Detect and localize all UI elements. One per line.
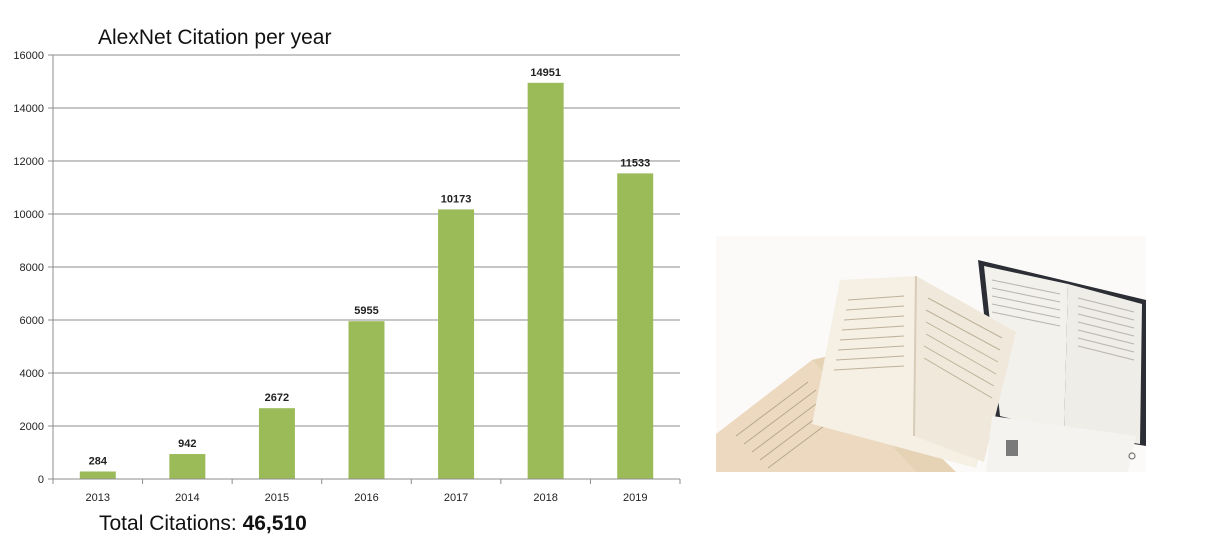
data-label: 284 (89, 455, 108, 467)
bar (79, 471, 116, 479)
x-tick-label: 2015 (265, 492, 289, 504)
bar (527, 82, 564, 480)
x-tick-label: 2019 (623, 492, 647, 504)
total-citations-value: 46,510 (242, 512, 307, 535)
data-label: 14951 (530, 67, 561, 79)
y-tick-label: 10000 (13, 209, 44, 221)
x-tick-label: 2016 (354, 492, 378, 504)
x-tick-label: 2013 (86, 492, 110, 504)
bar (348, 321, 385, 479)
bar (617, 173, 654, 480)
y-tick-label: 12000 (13, 156, 44, 168)
bar (438, 209, 475, 479)
data-label: 942 (178, 438, 196, 450)
y-tick-label: 16000 (13, 50, 44, 62)
bar (258, 408, 295, 479)
y-tick-label: 4000 (20, 368, 44, 380)
y-tick-label: 2000 (20, 421, 44, 433)
data-label: 2672 (265, 392, 289, 404)
y-tick-label: 14000 (13, 103, 44, 115)
y-tick-label: 8000 (20, 262, 44, 274)
data-label: 11533 (620, 157, 650, 169)
x-tick-label: 2018 (533, 492, 557, 504)
y-tick-label: 0 (38, 474, 44, 486)
total-citations-label: Total Citations: (99, 512, 243, 535)
open-books-photo (716, 236, 1146, 472)
x-tick-label: 2014 (175, 492, 199, 504)
x-tick-label: 2017 (444, 492, 468, 504)
bar (169, 454, 206, 479)
total-citations: Total Citations: 46,510 (99, 512, 307, 536)
chart-title: AlexNet Citation per year (98, 26, 332, 49)
data-label: 5955 (354, 305, 378, 317)
bar-chart: 0 2000 4000 6000 8000 10000 12000 14000 16000 284… (13, 50, 681, 504)
data-label: 10173 (441, 193, 472, 205)
y-tick-label: 6000 (20, 315, 44, 327)
